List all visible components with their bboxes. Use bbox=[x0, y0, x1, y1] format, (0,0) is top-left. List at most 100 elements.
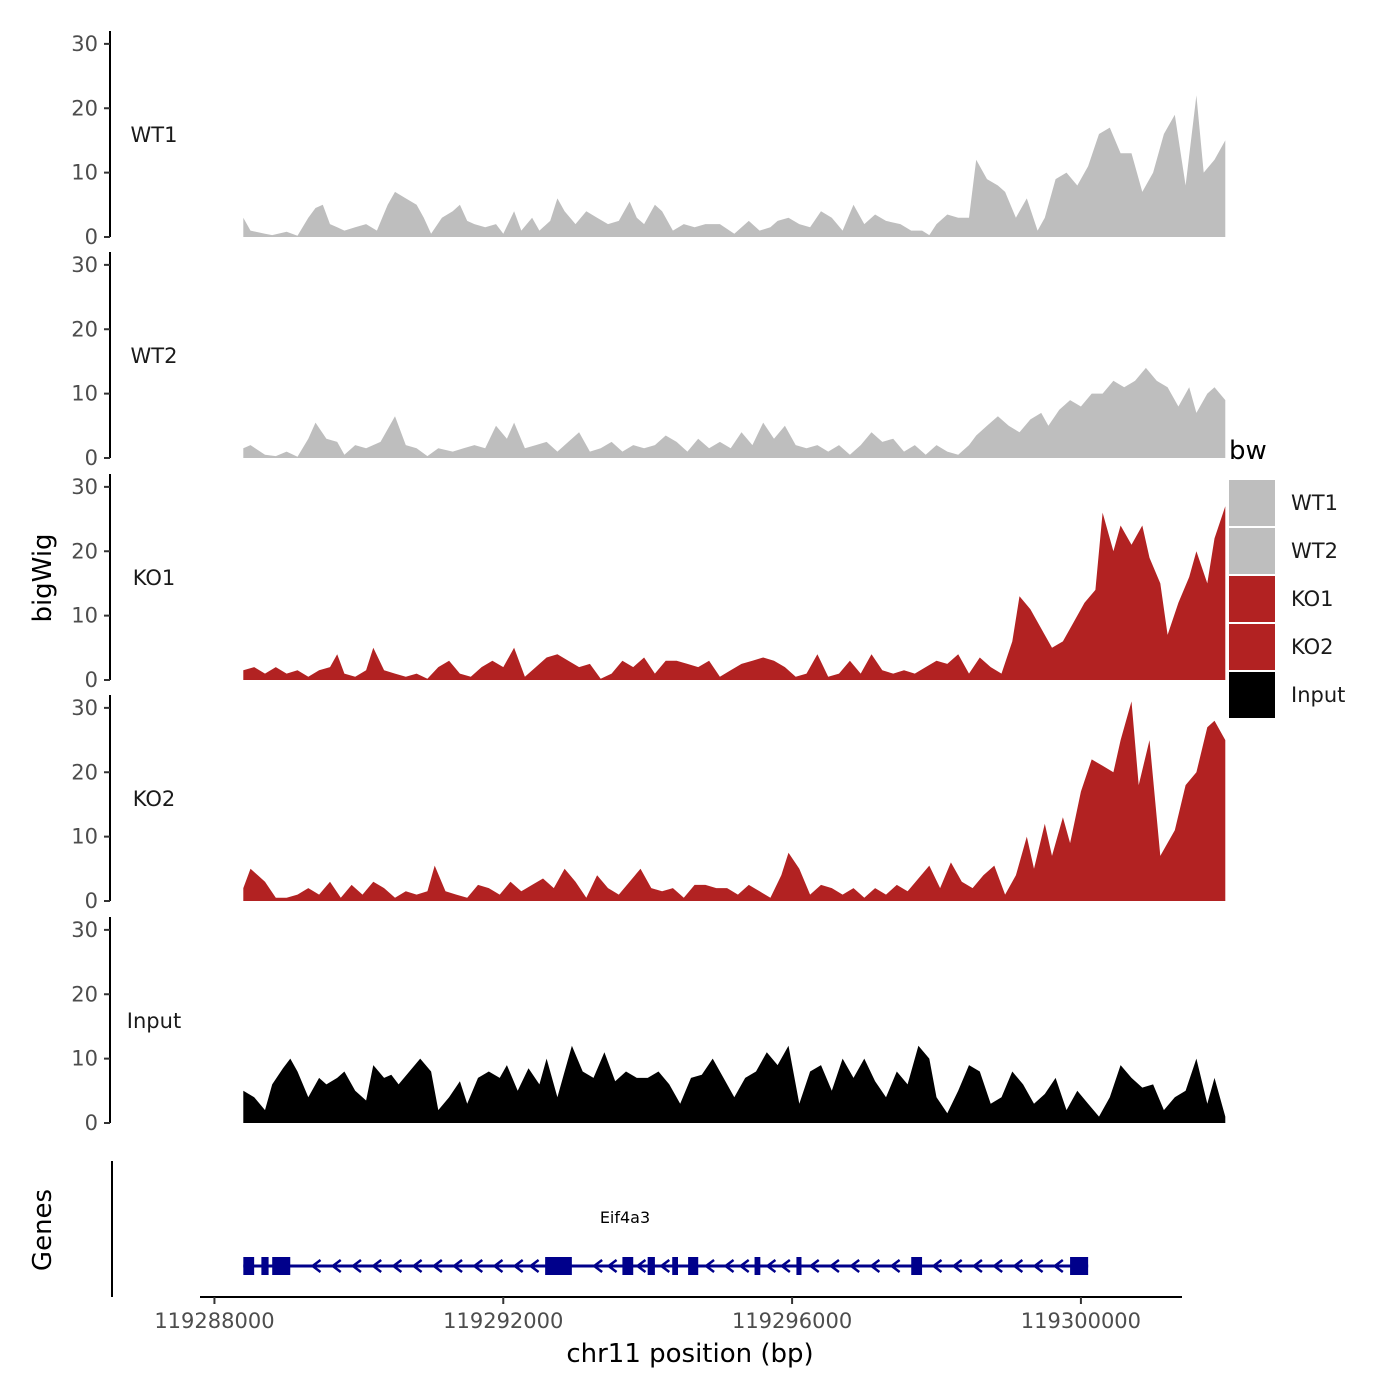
strand-arrow bbox=[765, 1259, 777, 1273]
legend-label: WT2 bbox=[1291, 539, 1338, 563]
track-label-input: Input bbox=[127, 1009, 181, 1033]
strand-arrow bbox=[391, 1259, 403, 1273]
x-axis: 119288000 119292000 119296000 119300000 chr… bbox=[154, 1296, 1182, 1369]
y-tick-label: 30 bbox=[71, 475, 98, 499]
y-tick-label: 0 bbox=[85, 889, 98, 913]
y-tick-label: 30 bbox=[71, 918, 98, 942]
y-tick-label: 0 bbox=[85, 1111, 98, 1135]
y-tick-label: 10 bbox=[71, 825, 98, 849]
exon bbox=[272, 1257, 291, 1275]
exon bbox=[911, 1257, 923, 1275]
genes-panel: Eif4a3 bbox=[111, 1161, 1089, 1297]
y-tick-label: 20 bbox=[71, 317, 98, 341]
exon bbox=[622, 1257, 634, 1275]
coverage-area-wt1 bbox=[243, 95, 1226, 238]
strand-arrow bbox=[723, 1259, 735, 1273]
legend-item-wt2: WT2 bbox=[1229, 528, 1338, 574]
strand-arrow bbox=[606, 1259, 618, 1273]
legend-swatch bbox=[1229, 576, 1275, 622]
legend-swatch bbox=[1229, 480, 1275, 526]
exon bbox=[796, 1257, 802, 1275]
y-tick-label: 20 bbox=[71, 96, 98, 120]
y-tick-label: 10 bbox=[71, 1047, 98, 1071]
gene-model bbox=[243, 1257, 1089, 1275]
strand-arrow bbox=[528, 1259, 540, 1273]
legend-item-ko1: KO1 bbox=[1229, 576, 1334, 622]
strand-arrow bbox=[1052, 1259, 1064, 1273]
exon bbox=[1070, 1257, 1089, 1275]
legend-label: KO1 bbox=[1291, 587, 1334, 611]
legend-label: Input bbox=[1291, 683, 1345, 707]
y-tick-label: 20 bbox=[71, 760, 98, 784]
strand-arrow bbox=[451, 1259, 463, 1273]
strand-arrow bbox=[828, 1259, 840, 1273]
coverage-area-ko1 bbox=[243, 506, 1226, 680]
y-tick-label: 0 bbox=[85, 225, 98, 249]
strand-arrow bbox=[431, 1259, 443, 1273]
coverage-area-input bbox=[243, 1045, 1226, 1123]
strand-arrow bbox=[350, 1259, 362, 1273]
exon bbox=[261, 1257, 269, 1275]
y-tick-label: 0 bbox=[85, 668, 98, 692]
exon bbox=[754, 1257, 761, 1275]
x-tick-label: 119288000 bbox=[154, 1309, 274, 1333]
track-input: 0 10 20 30 Input bbox=[71, 917, 1226, 1135]
legend-item-input: Input bbox=[1229, 672, 1345, 718]
legend-label: KO2 bbox=[1291, 635, 1334, 659]
track-label-wt2: WT2 bbox=[131, 344, 178, 368]
strand-arrow bbox=[889, 1259, 901, 1273]
legend-item-ko2: KO2 bbox=[1229, 624, 1334, 670]
y-tick-label: 20 bbox=[71, 982, 98, 1006]
strand-arrow bbox=[931, 1259, 943, 1273]
coverage-area-ko2 bbox=[243, 701, 1226, 901]
y-tick-label: 30 bbox=[71, 32, 98, 56]
y-tick-label: 20 bbox=[71, 539, 98, 563]
x-tick-label: 119292000 bbox=[443, 1309, 563, 1333]
strand-arrow bbox=[703, 1259, 715, 1273]
y-axis-title: bigWig bbox=[28, 533, 58, 622]
track-label-ko1: KO1 bbox=[133, 566, 176, 590]
strand-arrow bbox=[371, 1259, 382, 1273]
strand-arrow bbox=[992, 1259, 1003, 1273]
coverage-area-wt2 bbox=[243, 367, 1226, 458]
strand-arrow bbox=[659, 1259, 671, 1273]
track-ko2: 0 10 20 30 KO2 bbox=[71, 695, 1226, 913]
legend-items: WT1 WT2 KO1 KO2 Input bbox=[1229, 480, 1345, 718]
strand-arrow bbox=[779, 1259, 791, 1273]
exon bbox=[688, 1257, 699, 1275]
strand-arrow bbox=[951, 1259, 963, 1273]
legend-swatch bbox=[1229, 624, 1275, 670]
genes-axis-title: Genes bbox=[28, 1189, 58, 1271]
strand-arrow bbox=[411, 1259, 423, 1273]
track-wt1: 0 10 20 30 WT1 bbox=[71, 31, 1226, 249]
exon bbox=[672, 1257, 679, 1275]
strand-arrow bbox=[849, 1259, 860, 1273]
y-tick-label: 30 bbox=[71, 696, 98, 720]
strand-arrow bbox=[512, 1259, 524, 1273]
legend: bw WT1 WT2 KO1 KO2 Input bbox=[1229, 436, 1345, 718]
exon bbox=[545, 1257, 572, 1275]
track-ko1: 0 10 20 30 KO1 bbox=[71, 474, 1226, 692]
strand-arrow bbox=[1012, 1259, 1024, 1273]
y-tick-label: 10 bbox=[71, 604, 98, 628]
strand-arrow bbox=[472, 1259, 484, 1273]
strand-arrow bbox=[738, 1259, 750, 1273]
track-wt2: 0 10 20 30 WT2 bbox=[71, 252, 1226, 470]
strand-arrow bbox=[492, 1259, 504, 1273]
strand-arrow bbox=[1032, 1259, 1044, 1273]
strand-arrow bbox=[869, 1259, 881, 1273]
gene-label: Eif4a3 bbox=[600, 1208, 650, 1227]
y-tick-label: 10 bbox=[71, 161, 98, 185]
legend-swatch bbox=[1229, 672, 1275, 718]
strand-arrow bbox=[971, 1259, 983, 1273]
x-tick-label: 119300000 bbox=[1021, 1309, 1141, 1333]
coverage-tracks: 0 10 20 30 WT1 0 10 20 30 WT2 0 10 20 30 KO1 0 10 20 30 KO2… bbox=[71, 31, 1226, 1135]
y-tick-label: 10 bbox=[71, 382, 98, 406]
legend-title: bw bbox=[1229, 436, 1267, 466]
legend-item-wt1: WT1 bbox=[1229, 480, 1338, 526]
y-tick-label: 30 bbox=[71, 253, 98, 277]
x-tick-label: 119296000 bbox=[732, 1309, 852, 1333]
legend-swatch bbox=[1229, 528, 1275, 574]
strand-arrow bbox=[592, 1259, 603, 1273]
